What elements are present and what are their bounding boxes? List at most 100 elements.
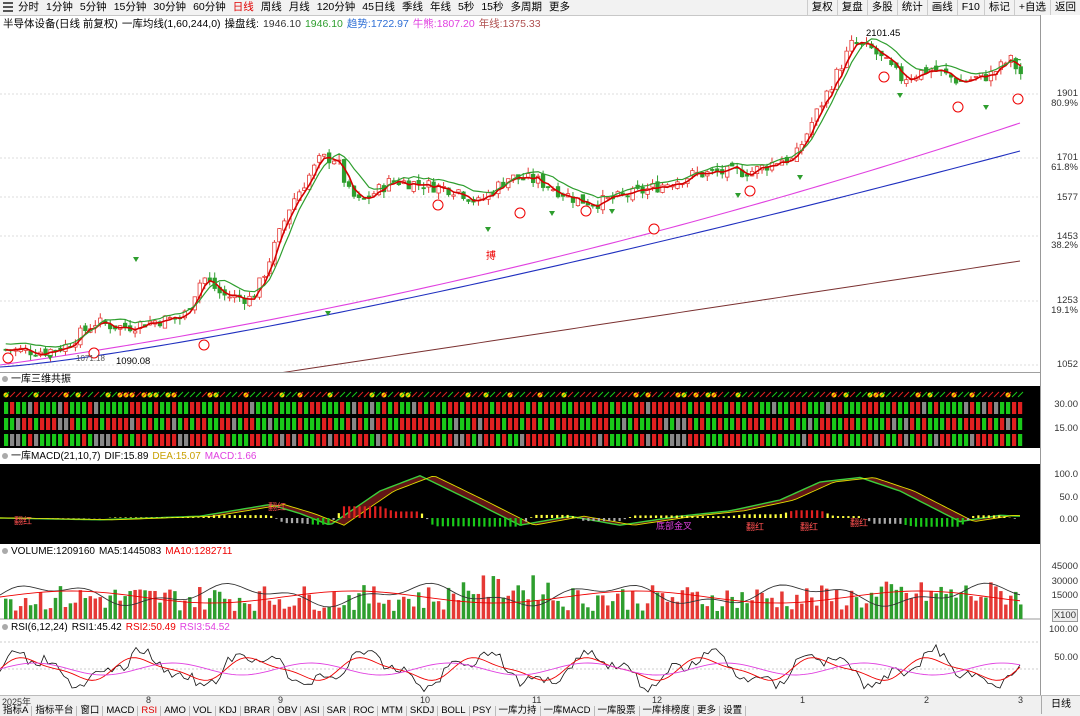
period-tab[interactable]: 1分钟 xyxy=(46,1,73,13)
dea-value: 15.07 xyxy=(175,451,201,462)
sanwei-zigzag xyxy=(1011,391,1018,398)
period-tab[interactable]: 月线 xyxy=(288,1,310,13)
period-tab[interactable]: 60分钟 xyxy=(193,1,226,13)
indicator-tab[interactable]: BOLL xyxy=(438,706,470,716)
toolbar-button[interactable]: 统计 xyxy=(896,0,927,15)
panel-grip-icon[interactable] xyxy=(2,376,8,382)
volume-bar xyxy=(441,609,446,619)
macd-chart[interactable] xyxy=(0,464,1040,544)
period-tab[interactable]: 45日线 xyxy=(362,1,395,13)
kline-chart[interactable] xyxy=(0,15,1040,372)
volume-bar xyxy=(277,599,282,619)
indicator-tab[interactable]: MACD xyxy=(103,706,139,716)
period-tab[interactable]: 周线 xyxy=(260,1,282,13)
sanwei-cell xyxy=(184,402,189,414)
indicator-tab[interactable]: 设置 xyxy=(720,706,747,716)
period-tab[interactable]: 15分钟 xyxy=(113,1,147,13)
sanwei-cell xyxy=(172,402,177,414)
indicator-tab[interactable]: PSY xyxy=(470,706,496,716)
sanwei-cell xyxy=(694,418,699,430)
rsi-chart[interactable] xyxy=(0,634,1040,695)
indicator-tab[interactable]: ROC xyxy=(350,706,379,716)
toolbar-button[interactable]: 返回 xyxy=(1050,0,1080,15)
sanwei-zigzag xyxy=(393,391,400,398)
period-tab[interactable]: 多周期 xyxy=(510,1,543,13)
indicator-tab[interactable]: KDJ xyxy=(216,706,241,716)
sanwei-cell xyxy=(838,418,843,430)
period-tab[interactable]: 15秒 xyxy=(481,1,504,13)
period-tab[interactable]: 年线 xyxy=(429,1,451,13)
sanwei-cell xyxy=(808,434,813,446)
indicator-tab[interactable]: BRAR xyxy=(241,706,275,716)
sanwei-cell xyxy=(838,402,843,414)
price-axis-pct: 38.2% xyxy=(1051,240,1078,251)
period-indicator[interactable]: 日线 xyxy=(1041,696,1080,714)
panel-grip-icon[interactable] xyxy=(2,624,8,630)
indicator-tab[interactable]: 窗口 xyxy=(77,706,104,716)
sanwei-zigzag xyxy=(843,391,850,398)
volume-label: VOLUME: xyxy=(11,546,57,557)
sanwei-zigzag xyxy=(867,391,874,398)
sanwei-cell xyxy=(946,418,951,430)
indicator-tab[interactable]: 一库股票 xyxy=(595,706,640,716)
indicator-tab[interactable]: SAR xyxy=(324,706,351,716)
sanwei-zigzag xyxy=(813,391,820,398)
indicator-tab[interactable]: 一库力持 xyxy=(496,706,541,716)
indicator-tab[interactable]: SKDJ xyxy=(407,706,439,716)
indicator-tab[interactable]: MTM xyxy=(378,706,407,716)
sanwei-zigzag xyxy=(21,391,28,398)
toolbar-button[interactable]: 复盘 xyxy=(836,0,867,15)
sanwei-cell xyxy=(376,418,381,430)
sanwei-cell xyxy=(166,402,171,414)
sanwei-cell xyxy=(844,418,849,430)
indicator-tab[interactable]: 一库MACD xyxy=(541,706,595,716)
volume-bar xyxy=(13,610,18,619)
panel-grip-icon[interactable] xyxy=(2,453,8,459)
toolbar-button[interactable]: 复权 xyxy=(806,0,837,15)
indicator-tab[interactable]: VOL xyxy=(190,706,216,716)
indicator-tab[interactable]: 一库排榜度 xyxy=(640,706,695,716)
sanwei-cell xyxy=(520,402,525,414)
period-tab[interactable]: 120分钟 xyxy=(316,1,356,13)
period-tab[interactable]: 分时 xyxy=(18,1,39,13)
sanwei-cell xyxy=(34,418,39,430)
indicator-tab[interactable]: ASI xyxy=(301,706,324,716)
price-axis: 1901 80.9% 1701 61.8% 1577 1453 38.2% 12… xyxy=(1040,15,1080,695)
toolbar-button[interactable]: 多股 xyxy=(866,0,897,15)
period-tab[interactable]: 日线 xyxy=(232,1,254,13)
menu-icon[interactable] xyxy=(3,2,13,12)
indicator-tab[interactable]: 指标平台 xyxy=(32,706,78,716)
volume-bar xyxy=(327,607,331,619)
indicator-tab[interactable]: OBV xyxy=(274,706,302,716)
period-tab[interactable]: 5秒 xyxy=(457,1,475,13)
sanwei-cell xyxy=(802,434,807,446)
toolbar-button[interactable]: 标记 xyxy=(983,0,1014,15)
indicator-tab[interactable]: 更多 xyxy=(694,706,721,716)
sanwei-zigzag xyxy=(183,391,190,398)
sanwei-zigzag xyxy=(213,391,220,398)
indicator-tab[interactable]: AMO xyxy=(161,706,190,716)
candle-body xyxy=(78,327,83,346)
volume-unit: X100 xyxy=(1051,609,1078,622)
period-tab[interactable]: 30分钟 xyxy=(153,1,187,13)
indicator-tab[interactable]: RSI xyxy=(138,706,162,716)
sanwei-zigzag xyxy=(189,391,196,398)
toolbar-button[interactable]: F10 xyxy=(956,0,984,15)
sanwei-chart[interactable] xyxy=(0,386,1040,448)
main-kline-panel[interactable]: 半导体设备(日线 前复权) 一库均线(1,60,244,0) 操盘线: 1946.10… xyxy=(0,15,1040,373)
toolbar-button[interactable]: +自选 xyxy=(1013,0,1050,15)
period-tab[interactable]: 5分钟 xyxy=(79,1,107,13)
period-tab[interactable]: 更多 xyxy=(549,1,570,13)
period-tab[interactable]: 季线 xyxy=(401,1,423,13)
sanwei-cell xyxy=(676,418,681,430)
sanwei-cell xyxy=(856,418,861,430)
sanwei-cell xyxy=(334,418,339,430)
candle-body xyxy=(346,181,352,187)
sanwei-zigzag xyxy=(933,391,940,398)
indicator-tab[interactable]: 指标A xyxy=(0,706,33,716)
toolbar-button[interactable]: 画线 xyxy=(926,0,957,15)
volume-chart[interactable] xyxy=(0,558,1040,620)
sanwei-zigzag xyxy=(225,391,232,398)
sanwei-cell xyxy=(934,434,939,446)
panel-grip-icon[interactable] xyxy=(2,548,8,554)
